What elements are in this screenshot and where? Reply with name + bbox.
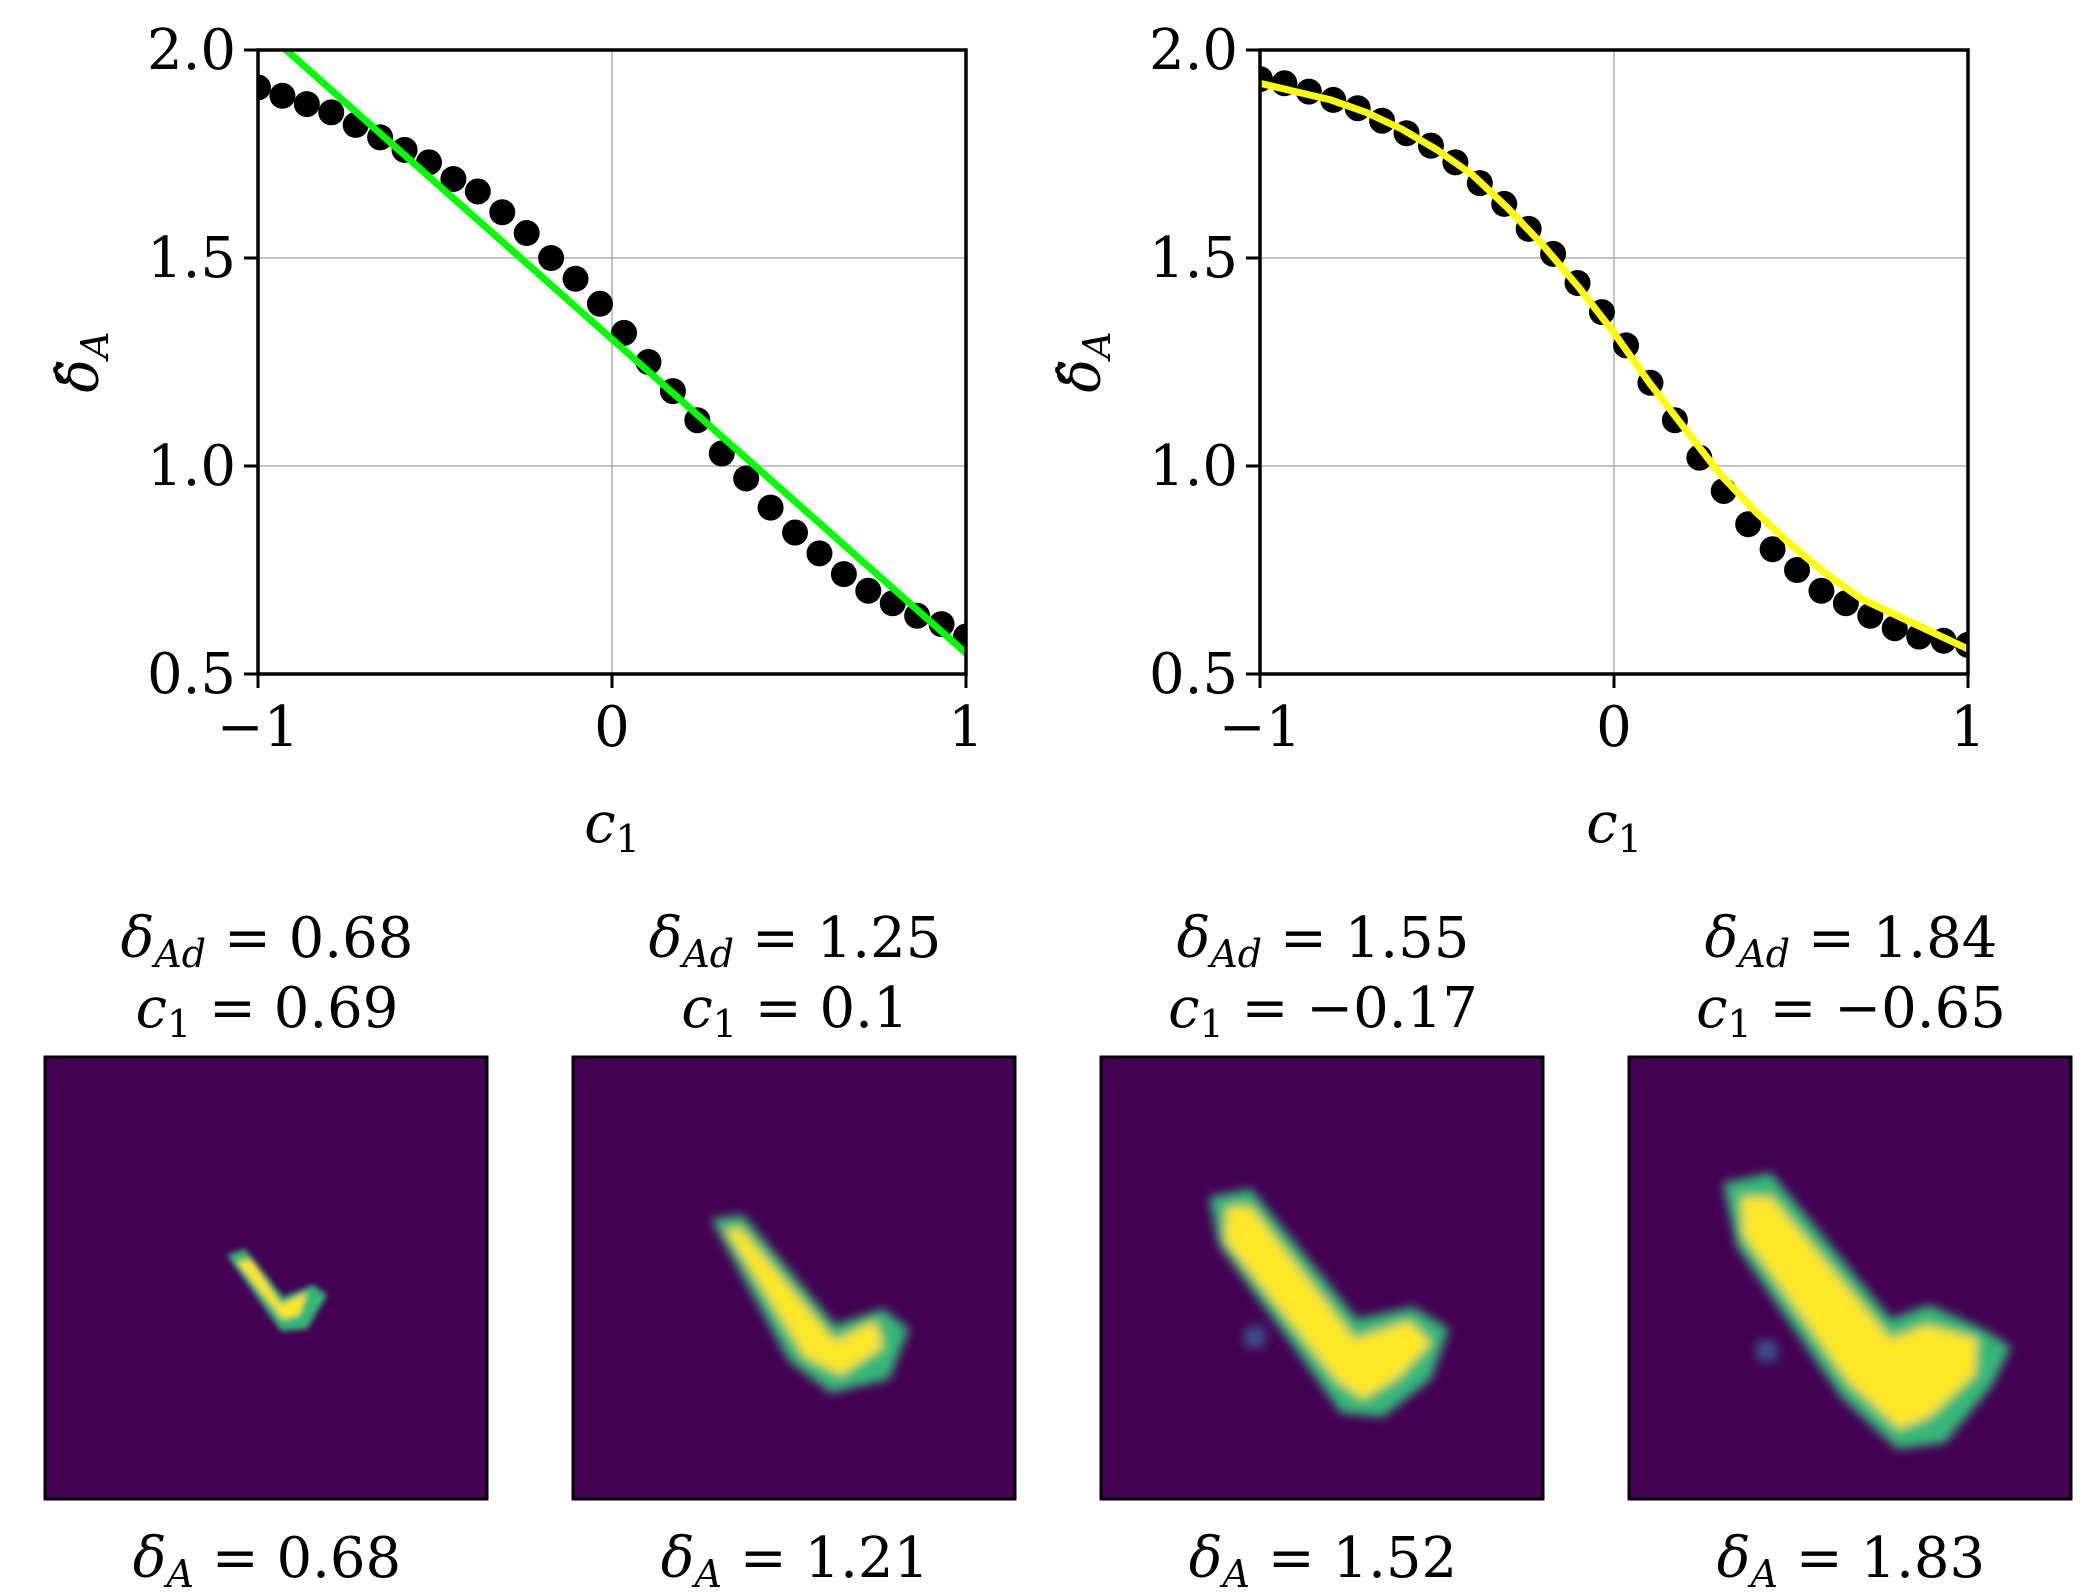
data-point — [538, 245, 565, 271]
x-tick-label: 0 — [1596, 695, 1632, 760]
panel-title-c1: c1 = −0.65 — [1696, 976, 2006, 1046]
data-point — [1759, 536, 1786, 563]
fit-line — [1260, 79, 1968, 653]
x-tick-label: 1 — [948, 695, 984, 760]
sample-panel: δAd = 1.25 c1 = 0.1 δA = 1.21 — [571, 906, 1017, 1592]
panel-title-delta-ad: δAd = 0.68 — [121, 906, 414, 976]
x-tick-label: −1 — [1219, 695, 1302, 760]
panel-title-c1: c1 = 0.69 — [136, 976, 399, 1046]
panel-title-c1: c1 = −0.17 — [1168, 976, 1478, 1046]
y-tick-label: 1.0 — [1149, 434, 1238, 499]
x-tick-label: 1 — [1950, 695, 1986, 760]
data-point — [708, 440, 735, 467]
y-axis-label: δ̂A — [47, 331, 117, 392]
heatmap-blob — [227, 1249, 327, 1331]
x-tick-label: 0 — [594, 695, 630, 760]
panel-title-delta-ad: δAd = 1.84 — [1705, 906, 1998, 976]
data-point — [513, 220, 540, 247]
scatter-plot-sigmoid-fit: −1 0 1 0.5 1.0 1.5 2.0 c1 δ̂A — [1049, 18, 1986, 861]
panel-caption-delta-a: δA = 0.68 — [133, 1526, 401, 1592]
data-point — [1735, 511, 1762, 538]
data-point — [586, 290, 613, 317]
scatter-plot-linear-fit: −1 0 1 0.5 1.0 1.5 2.0 c1 δ̂A — [47, 18, 984, 861]
data-point — [1784, 557, 1811, 583]
data-point — [928, 611, 955, 638]
data-point — [830, 561, 857, 588]
data-point — [258, 74, 271, 101]
data-point — [1832, 590, 1859, 617]
sample-panel: δAd = 1.55 c1 = −0.17 δA = 1.52 — [1099, 906, 1545, 1592]
data-point — [757, 494, 784, 521]
data-point — [1808, 577, 1835, 604]
x-axis-label: c1 — [1586, 791, 1642, 861]
series-group — [258, 50, 966, 656]
data-point — [782, 519, 809, 546]
panel-title-c1: c1 = 0.1 — [681, 976, 908, 1046]
y-tick-label: 0.5 — [147, 642, 236, 707]
y-tick-label: 1.5 — [147, 226, 236, 291]
y-tick-label: 2.0 — [147, 18, 236, 83]
data-point — [269, 82, 296, 109]
data-point — [489, 199, 516, 226]
data-point — [733, 465, 760, 492]
panel-caption-delta-a: δA = 1.83 — [1717, 1526, 1985, 1592]
panel-title-delta-ad: δAd = 1.25 — [649, 906, 942, 976]
data-point — [464, 178, 491, 205]
x-tick-label: −1 — [217, 695, 300, 760]
y-tick-label: 1.0 — [147, 434, 236, 499]
heatmap-blob — [1209, 1189, 1449, 1417]
series-group — [1260, 66, 1968, 658]
sample-panel: δAd = 1.84 c1 = −0.65 δA = 1.83 — [1627, 906, 2073, 1592]
panel-caption-delta-a: δA = 1.52 — [1189, 1526, 1457, 1592]
sample-panel: δAd = 0.68 c1 = 0.69 δA = 0.68 — [43, 906, 489, 1592]
panel-title-delta-ad: δAd = 1.55 — [1177, 906, 1470, 976]
y-tick-label: 2.0 — [1149, 18, 1238, 83]
data-point — [904, 602, 931, 629]
y-axis-label: δ̂A — [1049, 331, 1119, 392]
data-point — [684, 407, 711, 434]
data-point — [855, 577, 882, 604]
data-point — [806, 540, 833, 567]
heatmap-blob — [711, 1215, 909, 1393]
heatmap-blob — [1723, 1173, 2011, 1449]
y-tick-label: 1.5 — [1149, 226, 1238, 291]
data-point — [318, 99, 345, 126]
panel-caption-delta-a: δA = 1.21 — [661, 1526, 929, 1592]
x-axis-label: c1 — [584, 791, 640, 861]
data-point — [440, 165, 467, 192]
y-tick-label: 0.5 — [1149, 642, 1238, 707]
fit-line — [280, 50, 966, 656]
data-point — [562, 265, 589, 292]
data-point — [293, 91, 320, 118]
data-point — [1881, 615, 1908, 642]
